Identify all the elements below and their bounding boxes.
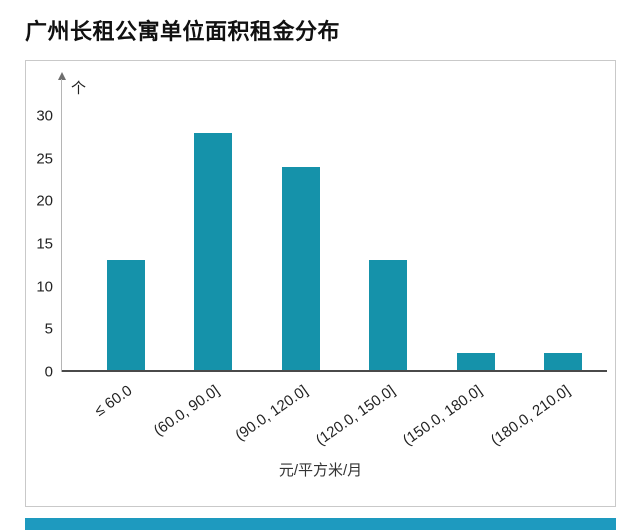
y-tick-label: 30: [36, 107, 53, 125]
bar-slot: [82, 116, 170, 370]
bar-slot: [520, 116, 608, 370]
y-tick-label: 0: [44, 363, 53, 381]
y-tick-label: 25: [36, 150, 53, 168]
y-axis-ticks: 0 5 10 15 20 25 30: [26, 109, 53, 380]
bar-slot: [345, 116, 433, 370]
x-tick-label: ≤ 60.0: [91, 382, 136, 420]
bar-slot: [432, 116, 520, 370]
x-label-slot: (180.0, 210.0]: [487, 376, 608, 466]
bar-0: [106, 259, 145, 370]
bar-1: [194, 132, 233, 370]
y-axis-line: [61, 79, 62, 372]
bar-slot: [257, 116, 345, 370]
y-axis-unit-label: 个: [71, 80, 87, 97]
x-axis-labels: ≤ 60.0 (60.0, 90.0] (90.0, 120.0] (120.0, 1…: [62, 376, 607, 466]
y-axis-arrow-icon: [58, 72, 66, 80]
y-tick-label: 15: [36, 235, 53, 253]
y-tick-label: 5: [44, 320, 53, 338]
y-tick-label: 10: [36, 278, 53, 296]
x-axis-title: 元/平方米/月: [278, 462, 363, 479]
y-tick-label: 20: [36, 192, 53, 210]
plot-area: [62, 116, 607, 372]
chart-card: 个 0 5 10 15 20 25 30 ≤ 60.0 (60.0, 90.0] (90.0, …: [25, 60, 616, 507]
bar-2: [281, 166, 320, 370]
bar-3: [369, 259, 408, 370]
bar-4: [456, 353, 495, 370]
bar-5: [544, 353, 583, 370]
bottom-accent-bar: [25, 518, 616, 530]
bar-slot: [170, 116, 258, 370]
page-title: 广州长租公寓单位面积租金分布: [25, 19, 341, 44]
